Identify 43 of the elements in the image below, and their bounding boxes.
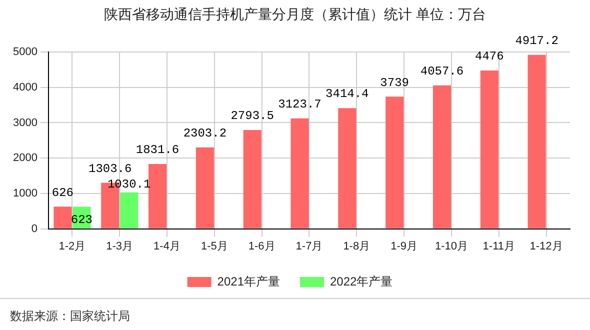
data-label: 2793.5 (230, 109, 274, 124)
data-label: 2303.2 (183, 126, 227, 141)
x-tick-label: 1-2月 (58, 240, 86, 252)
y-tick-label: 1000 (12, 187, 38, 200)
data-label: 626 (52, 186, 74, 200)
x-tick-label: 1-11月 (482, 240, 515, 252)
data-label: 4476 (474, 50, 504, 64)
bar (338, 108, 356, 228)
data-label: 3739 (380, 76, 409, 90)
bar (290, 118, 309, 228)
bar (120, 192, 138, 228)
x-tick-label: 1-4月 (154, 240, 180, 252)
data-label: 4057.6 (420, 64, 464, 78)
x-tick-label: 1-8月 (343, 240, 370, 252)
bar (432, 85, 451, 228)
y-tick-label: 3000 (12, 116, 38, 129)
legend-label: 2022年产量 (330, 274, 393, 288)
bar (243, 130, 262, 228)
x-tick-label: 1-12月 (530, 240, 563, 252)
bar (480, 70, 498, 228)
source-note: 数据来源：国家统计局 (10, 308, 130, 325)
data-label: 3414.4 (326, 87, 369, 102)
bar (54, 206, 72, 228)
y-tick-label: 4000 (12, 81, 38, 94)
bar (196, 147, 214, 228)
y-tick-label: 0 (31, 222, 38, 235)
data-label: 3123.7 (278, 98, 322, 112)
x-tick-label: 1-7月 (296, 240, 323, 252)
data-label: 4917.2 (515, 34, 558, 48)
y-tick-label: 5000 (12, 46, 38, 58)
bar (528, 54, 546, 228)
x-tick-label: 1-9月 (390, 240, 418, 252)
chart-title: 陕西省移动通信手持机产量分月度（累计值）统计 单位：万台 (102, 6, 488, 24)
bar (386, 96, 404, 228)
data-label: 1831.6 (136, 143, 180, 158)
x-tick-label: 1-5月 (200, 240, 228, 252)
x-tick-label: 1-3月 (106, 240, 134, 252)
y-tick-label: 2000 (12, 152, 38, 164)
legend-label: 2021年产量 (217, 274, 280, 288)
data-label: 1303.6 (88, 162, 132, 176)
x-tick-label: 1-10月 (434, 240, 468, 252)
x-tick-label: 1-6月 (248, 240, 276, 252)
bar (148, 164, 167, 228)
